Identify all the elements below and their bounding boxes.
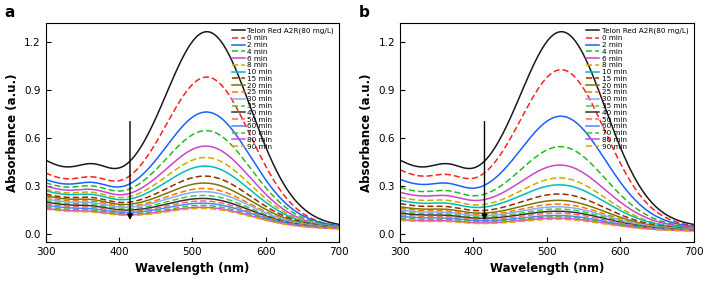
Text: b: b: [359, 5, 370, 20]
Y-axis label: Absorbance (a.u.): Absorbance (a.u.): [6, 73, 18, 192]
Text: a: a: [4, 5, 15, 20]
Y-axis label: Absorbance (a.u.): Absorbance (a.u.): [360, 73, 373, 192]
X-axis label: Wavelength (nm): Wavelength (nm): [490, 262, 604, 275]
Legend: Telon Red A2R(80 mg/L), 0 min, 2 min, 4 min, 6 min, 8 min, 10 min, 15 min, 20 mi: Telon Red A2R(80 mg/L), 0 min, 2 min, 4 …: [585, 26, 690, 151]
X-axis label: Wavelength (nm): Wavelength (nm): [135, 262, 250, 275]
Legend: Telon Red A2R(80 mg/L), 0 min, 2 min, 4 min, 6 min, 8 min, 10 min, 15 min, 20 mi: Telon Red A2R(80 mg/L), 0 min, 2 min, 4 …: [230, 26, 335, 151]
